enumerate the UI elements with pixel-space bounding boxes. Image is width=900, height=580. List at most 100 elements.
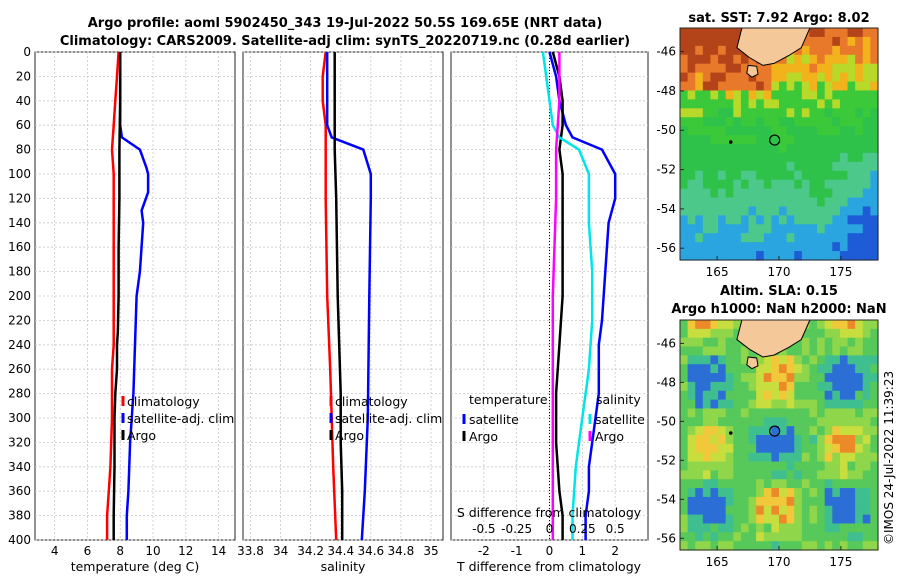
map-cell xyxy=(680,417,689,427)
map-cell xyxy=(725,435,734,445)
map-cell xyxy=(702,188,712,199)
map-cell xyxy=(763,399,772,410)
map-cell xyxy=(779,215,788,225)
map-cell xyxy=(680,215,689,225)
map-cell xyxy=(733,99,742,109)
map-cell xyxy=(839,54,849,65)
map-cell xyxy=(870,99,879,109)
map-cell xyxy=(725,197,734,208)
map-cell xyxy=(680,233,689,243)
map-cell xyxy=(832,81,841,92)
map-cell xyxy=(695,523,704,533)
map-cell xyxy=(817,224,826,234)
map-cell xyxy=(702,108,712,118)
map-cell xyxy=(756,99,765,109)
map-cell xyxy=(855,179,864,190)
map-cell xyxy=(680,390,689,401)
map-cell xyxy=(824,435,833,445)
legend-label: satellite-adj. clim xyxy=(335,411,442,426)
map-cell xyxy=(779,170,788,181)
map-cell xyxy=(695,337,704,348)
map-cell xyxy=(862,399,871,410)
map-cell xyxy=(763,470,772,480)
map-cell xyxy=(824,99,833,109)
map-cell xyxy=(740,152,750,163)
map-cell xyxy=(839,541,849,551)
map-cell xyxy=(756,532,765,542)
map-cell xyxy=(794,523,803,533)
map-cell xyxy=(801,364,811,374)
map-cell xyxy=(680,337,689,348)
map-cell xyxy=(801,135,811,145)
map-cell xyxy=(718,197,727,208)
map-cell xyxy=(779,117,788,127)
map-cell xyxy=(756,496,765,507)
map-cell xyxy=(824,320,833,330)
map-cell xyxy=(824,337,833,348)
map-cell xyxy=(702,197,712,208)
map-cell xyxy=(817,417,826,427)
map-cell xyxy=(839,523,849,533)
map-cell xyxy=(748,117,757,127)
map-cell xyxy=(695,108,704,118)
map-cell xyxy=(870,63,879,74)
map-cell xyxy=(817,45,826,56)
map-cell xyxy=(710,443,719,454)
map-cell xyxy=(710,514,719,525)
map-cell xyxy=(702,541,712,551)
map-cell xyxy=(763,144,772,154)
map-cell xyxy=(809,470,818,480)
map-cell xyxy=(847,479,856,489)
map-cell xyxy=(740,161,750,172)
y-tick-label: 240 xyxy=(8,338,31,352)
map-cell xyxy=(870,470,879,480)
map-cell xyxy=(680,523,689,533)
map-cell xyxy=(695,63,704,74)
map-cell xyxy=(839,63,849,74)
map-cell xyxy=(870,72,879,83)
legend-label: Argo xyxy=(335,428,364,443)
map-cell xyxy=(680,488,689,498)
map-cell xyxy=(695,215,704,225)
map-cell xyxy=(855,188,864,199)
map-cell xyxy=(756,144,765,154)
map-cell xyxy=(763,532,772,542)
map-cell xyxy=(756,373,765,383)
map-cell xyxy=(801,417,811,427)
map-cell xyxy=(702,36,712,47)
map-cell xyxy=(725,126,734,136)
map-cell xyxy=(740,373,750,383)
map-cell xyxy=(725,233,734,243)
map-cell xyxy=(870,452,879,463)
map-cell xyxy=(748,197,757,208)
x-tick-label: 35 xyxy=(423,544,438,558)
map-cell xyxy=(862,152,871,163)
map-cell xyxy=(870,81,879,92)
map-y-tick-label: -48 xyxy=(656,375,676,389)
map-cell xyxy=(786,224,795,234)
map-cell xyxy=(817,373,826,383)
map-cell xyxy=(801,251,811,261)
map-cell xyxy=(839,126,849,136)
map-cell xyxy=(680,206,689,216)
map-cell xyxy=(725,170,734,181)
map-cell xyxy=(809,233,818,243)
map-cell xyxy=(809,108,818,118)
map-cell xyxy=(855,514,864,525)
map-cell xyxy=(862,470,871,480)
legend-title-temperature: temperature xyxy=(469,392,548,407)
map-cell xyxy=(824,233,833,243)
map-cell xyxy=(695,408,704,418)
map-cell xyxy=(839,36,849,47)
map-x-tick-label: 165 xyxy=(706,265,729,279)
map-cell xyxy=(756,81,765,92)
map-cell xyxy=(801,346,811,356)
map-cell xyxy=(855,251,864,261)
map-cell xyxy=(847,328,856,339)
map-cell xyxy=(817,337,826,348)
map-cell xyxy=(718,90,727,100)
map-cell xyxy=(702,99,712,109)
map-cell xyxy=(756,108,765,118)
map-cell xyxy=(771,206,780,216)
map-cell xyxy=(771,188,780,199)
